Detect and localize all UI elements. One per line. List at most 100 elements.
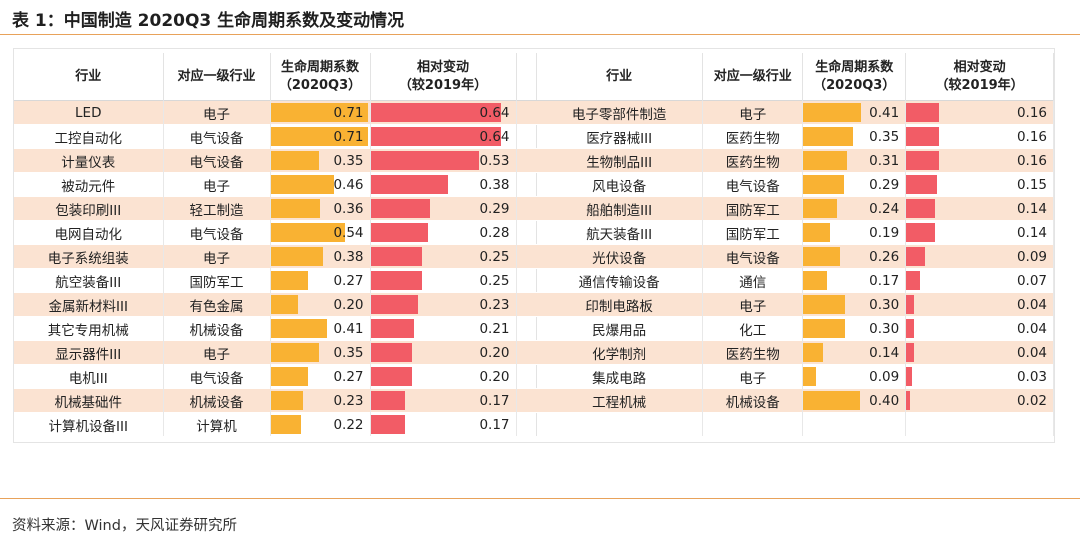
industry-cell: 民爆用品 xyxy=(536,316,704,341)
header-coefficient-line1: 生命周期系数 xyxy=(815,59,894,75)
change-cell: 0.29 xyxy=(370,196,517,221)
coefficient-value: 0.09 xyxy=(869,368,900,385)
table-row: 显示器件III 电子 0.35 0.20 xyxy=(14,340,537,365)
coefficient-cell: 0.24 xyxy=(802,196,907,221)
change-cell: 0.64 xyxy=(370,124,517,149)
change-value: 0.20 xyxy=(479,368,510,385)
coefficient-value: 0.30 xyxy=(869,296,900,313)
header-row: 行业 对应一级行业 生命周期系数 （2020Q3） 相对变动 （较2019年） xyxy=(14,53,537,101)
change-bar xyxy=(370,271,422,290)
change-bar xyxy=(906,271,921,290)
coefficient-cell: 0.22 xyxy=(270,412,371,436)
coefficient-bar xyxy=(803,295,846,314)
sector-cell: 电子 xyxy=(702,364,804,389)
change-bar xyxy=(906,295,915,314)
header-coefficient-line2: （2020Q3） xyxy=(813,77,896,93)
change-cell: 0.21 xyxy=(370,316,517,341)
sector-cell: 电气设备 xyxy=(163,148,271,173)
header-row: 行业 对应一级行业 生命周期系数 （2020Q3） 相对变动 （较2019年） xyxy=(536,53,1054,101)
change-value: 0.64 xyxy=(479,104,510,121)
coefficient-bar xyxy=(803,367,817,386)
change-cell: 0.64 xyxy=(370,100,517,125)
change-bar xyxy=(370,391,405,410)
sector-cell: 电气设备 xyxy=(163,220,271,245)
table-row: 金属新材料III 有色金属 0.20 0.23 xyxy=(14,292,537,317)
coefficient-cell: 0.30 xyxy=(802,316,907,341)
change-value: 0.20 xyxy=(479,344,510,361)
industry-cell: 生物制品III xyxy=(536,148,704,173)
sector-cell: 电子 xyxy=(163,172,271,197)
coefficient-value: 0.38 xyxy=(333,248,364,265)
coefficient-cell: 0.46 xyxy=(270,172,371,197)
table-row: 电机III 电气设备 0.27 0.20 xyxy=(14,364,537,389)
change-bar xyxy=(906,391,911,410)
industry-cell: LED xyxy=(14,100,164,125)
coefficient-cell xyxy=(802,412,907,436)
header-coefficient: 生命周期系数 （2020Q3） xyxy=(270,53,371,101)
coefficient-bar xyxy=(270,247,323,266)
industry-cell: 机械基础件 xyxy=(14,388,164,413)
sector-cell: 国防军工 xyxy=(163,268,271,293)
coefficient-value: 0.20 xyxy=(333,296,364,313)
spacer-cell xyxy=(516,388,537,413)
industry-cell: 医疗器械III xyxy=(536,124,704,149)
coefficient-bar xyxy=(270,151,319,170)
header-change-line1: 相对变动 xyxy=(953,59,1006,75)
sector-cell: 电子 xyxy=(163,340,271,365)
sector-cell: 电气设备 xyxy=(702,172,804,197)
change-value: 0.25 xyxy=(479,248,510,265)
coefficient-cell: 0.35 xyxy=(270,340,371,365)
spacer-cell xyxy=(516,412,537,436)
table-row: 民爆用品 化工 0.30 0.04 xyxy=(536,316,1054,341)
industry-cell: 电机III xyxy=(14,364,164,389)
change-cell: 0.09 xyxy=(905,244,1054,269)
coefficient-bar xyxy=(803,271,828,290)
change-bar xyxy=(906,127,940,146)
change-bar xyxy=(370,415,405,434)
table-row: 集成电路 电子 0.09 0.03 xyxy=(536,364,1054,389)
change-bar xyxy=(370,151,479,170)
table-row: 医疗器械III 医药生物 0.35 0.16 xyxy=(536,124,1054,149)
coefficient-value: 0.36 xyxy=(333,200,364,217)
change-cell: 0.16 xyxy=(905,148,1054,173)
change-cell: 0.20 xyxy=(370,340,517,365)
header-sector: 对应一级行业 xyxy=(163,53,271,101)
change-cell: 0.04 xyxy=(905,340,1054,365)
header-change-line2: （较2019年） xyxy=(398,77,488,93)
industry-cell: 船舶制造III xyxy=(536,196,704,221)
coefficient-cell: 0.36 xyxy=(270,196,371,221)
industry-cell: 工控自动化 xyxy=(14,124,164,149)
change-value: 0.07 xyxy=(1016,272,1047,289)
coefficient-value: 0.26 xyxy=(869,248,900,265)
change-cell: 0.04 xyxy=(905,316,1054,341)
change-value: 0.16 xyxy=(1016,104,1047,121)
change-value: 0.16 xyxy=(1016,128,1047,145)
sector-cell: 电子 xyxy=(702,100,804,125)
table-row: 机械基础件 机械设备 0.23 0.17 xyxy=(14,388,537,413)
change-value: 0.14 xyxy=(1016,224,1047,241)
coefficient-cell: 0.23 xyxy=(270,388,371,413)
change-cell: 0.25 xyxy=(370,244,517,269)
change-bar xyxy=(370,199,430,218)
coefficient-value: 0.30 xyxy=(869,320,900,337)
table-row: 其它专用机械 机械设备 0.41 0.21 xyxy=(14,316,537,341)
change-bar xyxy=(370,103,501,122)
change-value: 0.09 xyxy=(1016,248,1047,265)
change-bar xyxy=(370,127,501,146)
coefficient-cell: 0.35 xyxy=(270,148,371,173)
coefficient-value: 0.40 xyxy=(869,392,900,409)
change-bar xyxy=(370,343,412,362)
coefficient-bar xyxy=(270,127,368,146)
spacer-cell xyxy=(516,124,537,149)
coefficient-cell: 0.29 xyxy=(802,172,907,197)
industry-cell xyxy=(536,412,704,436)
coefficient-cell: 0.27 xyxy=(270,364,371,389)
footer-divider xyxy=(0,498,1080,499)
table-row: 印制电路板 电子 0.30 0.04 xyxy=(536,292,1054,317)
coefficient-value: 0.41 xyxy=(333,320,364,337)
coefficient-value: 0.29 xyxy=(869,176,900,193)
header-industry: 行业 xyxy=(536,53,704,101)
coefficient-value: 0.54 xyxy=(333,224,364,241)
coefficient-bar xyxy=(270,175,334,194)
table-row: 包装印刷III 轻工制造 0.36 0.29 xyxy=(14,196,537,221)
